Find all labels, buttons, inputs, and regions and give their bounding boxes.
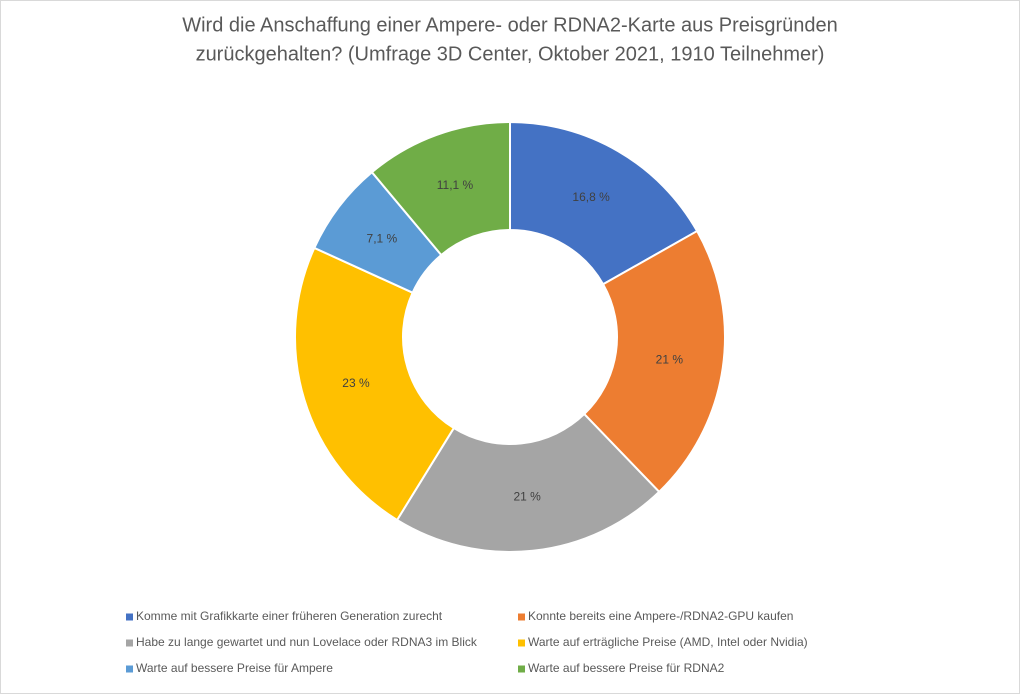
- legend-swatch: [518, 665, 525, 673]
- legend-label: Konnte bereits eine Ampere-/RDNA2-GPU ka…: [528, 609, 793, 623]
- legend-swatch: [518, 613, 525, 621]
- legend-swatch: [126, 639, 133, 647]
- donut-segment: [582, 229, 726, 494]
- data-label: 21 %: [656, 352, 684, 366]
- legend-label: Warte auf erträgliche Preise (AMD, Intel…: [528, 635, 808, 649]
- data-label: 11,1 %: [437, 178, 474, 192]
- data-label: 23 %: [342, 376, 370, 390]
- legend-swatch: [126, 613, 133, 621]
- chart-title: zurückgehalten? (Umfrage 3D Center, Okto…: [196, 43, 825, 65]
- donut-segment: [395, 412, 661, 553]
- legend-label: Komme mit Grafikkarte einer früheren Gen…: [136, 609, 443, 623]
- legend-label: Habe zu lange gewartet und nun Lovelace …: [136, 635, 478, 649]
- data-label: 21 %: [513, 489, 541, 503]
- legend-label: Warte auf bessere Preise für RDNA2: [528, 661, 725, 675]
- chart-title: Wird die Anschaffung einer Ampere- oder …: [182, 14, 838, 36]
- donut-segment: [509, 120, 699, 286]
- data-label: 16,8 %: [572, 190, 610, 204]
- legend-label: Warte auf bessere Preise für Ampere: [136, 661, 333, 675]
- donut-segment: [294, 246, 456, 522]
- legend-swatch: [126, 665, 133, 673]
- donut-segment: [370, 120, 511, 257]
- data-label: 7,1 %: [367, 232, 398, 246]
- legend-swatch: [518, 639, 525, 647]
